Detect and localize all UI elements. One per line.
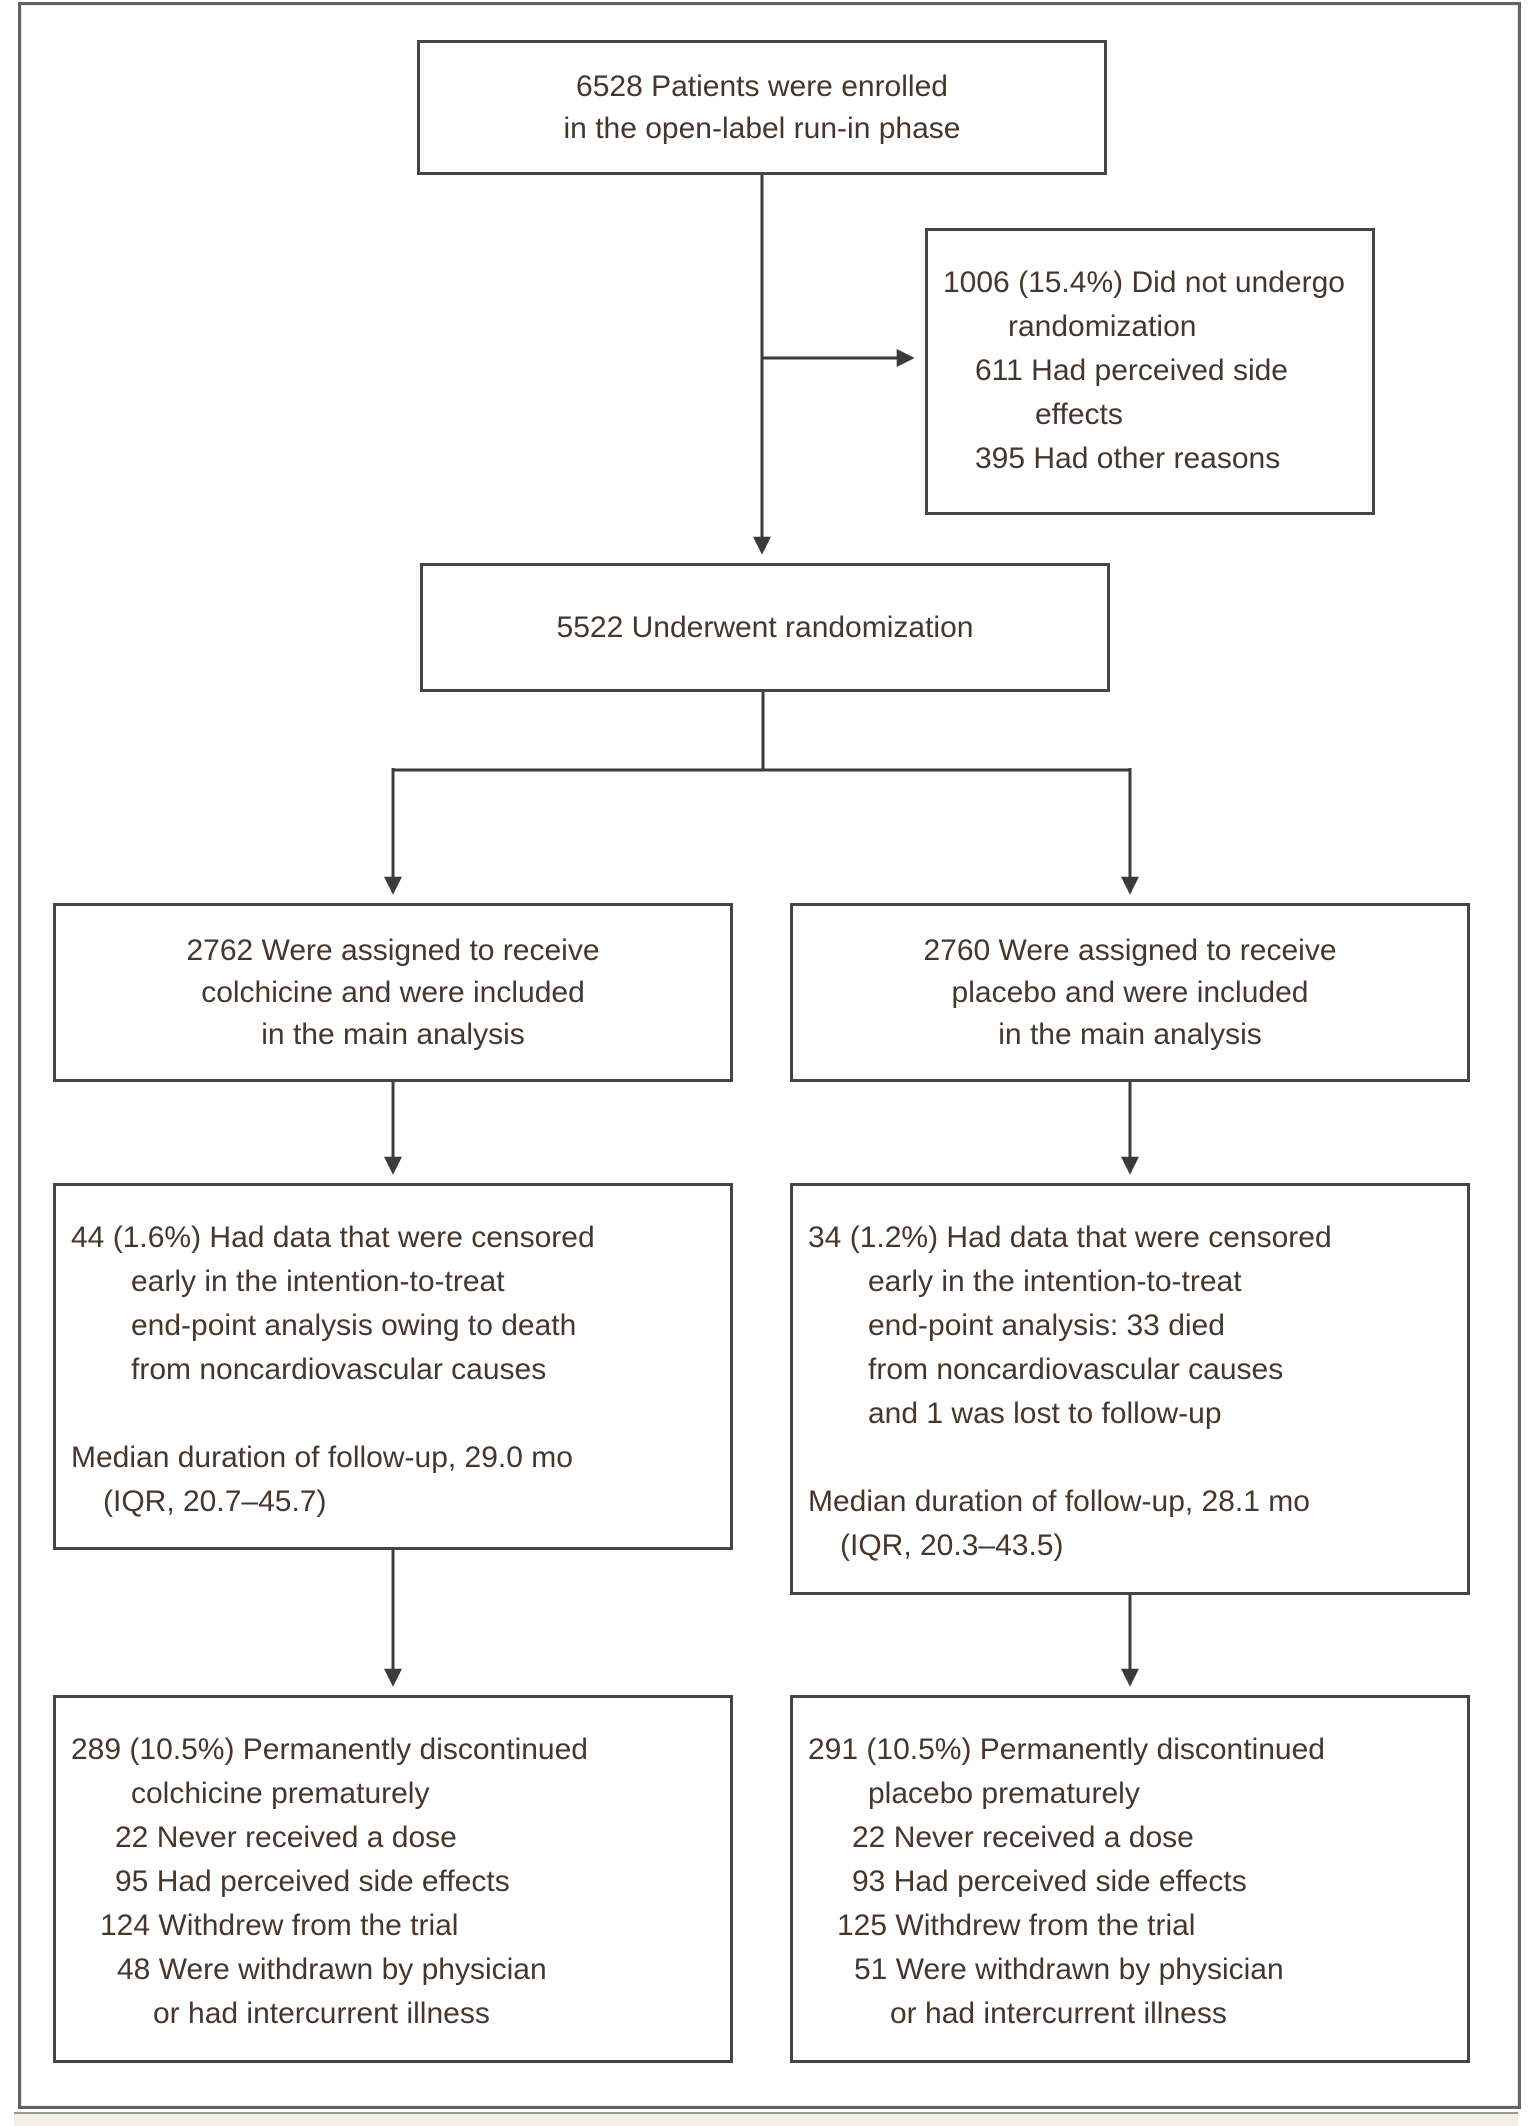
text-line: (IQR, 20.7–45.7) — [103, 1485, 327, 1518]
text-line: colchicine prematurely — [131, 1777, 430, 1810]
box-enrolled: 6528 Patients were enrolled in the open-l… — [417, 40, 1107, 175]
text-line: or had intercurrent illness — [890, 1997, 1227, 2030]
text-line: from noncardiovascular causes — [868, 1353, 1284, 1386]
text-line: or had intercurrent illness — [153, 1997, 490, 2030]
text-line: colchicine and were included — [201, 975, 585, 1009]
text-line: 6528 Patients were enrolled — [576, 69, 948, 103]
text-line: 22 Never received a dose — [115, 1821, 457, 1854]
box-placebo-censored: 34 (1.2%) Had data that were censored ear… — [790, 1183, 1470, 1595]
text-line: (IQR, 20.3–43.5) — [840, 1529, 1064, 1562]
text-line — [808, 1436, 1455, 1480]
text-line — [71, 1392, 718, 1436]
text-line: placebo and were included — [951, 975, 1309, 1009]
text-line: early in the intention-to-treat — [868, 1265, 1242, 1298]
text-line: 93 Had perceived side effects — [852, 1865, 1247, 1898]
text-line: 51 Were withdrawn by physician — [854, 1953, 1284, 1986]
text-line: effects — [1035, 398, 1123, 431]
text-line: Median duration of follow-up, 29.0 mo — [71, 1441, 573, 1474]
text-line: from noncardiovascular causes — [131, 1353, 547, 1386]
text-line: early in the intention-to-treat — [131, 1265, 505, 1298]
box-colchicine-censored: 44 (1.6%) Had data that were censored ear… — [53, 1183, 733, 1550]
box-colchicine-discontinued: 289 (10.5%) Permanently discontinued colc… — [53, 1695, 733, 2063]
text-line: 2762 Were assigned to receive — [186, 933, 600, 967]
text-line: 395 Had other reasons — [975, 442, 1281, 475]
text-line: in the main analysis — [261, 1017, 525, 1051]
caption-strip — [14, 2112, 1518, 2126]
text-line: end-point analysis owing to death — [131, 1309, 577, 1342]
box-not-randomized: 1006 (15.4%) Did not undergo randomizatio… — [925, 228, 1375, 515]
text-line: 95 Had perceived side effects — [115, 1865, 510, 1898]
box-randomized: 5522 Underwent randomization — [420, 563, 1110, 692]
text-line: in the open-label run-in phase — [563, 111, 961, 145]
text-line: 5522 Underwent randomization — [556, 610, 974, 644]
text-line: 611 Had perceived side — [975, 354, 1288, 387]
box-placebo-assigned: 2760 Were assigned to receive placebo and… — [790, 903, 1470, 1082]
text-line: and 1 was lost to follow-up — [868, 1397, 1222, 1430]
text-line: randomization — [1008, 310, 1197, 343]
text-line: 22 Never received a dose — [852, 1821, 1194, 1854]
text-line: 44 (1.6%) Had data that were censored — [71, 1221, 595, 1254]
box-placebo-discontinued: 291 (10.5%) Permanently discontinued plac… — [790, 1695, 1470, 2063]
text-line: 291 (10.5%) Permanently discontinued — [808, 1733, 1325, 1766]
text-line: 125 Withdrew from the trial — [837, 1909, 1196, 1942]
text-line: placebo prematurely — [868, 1777, 1140, 1810]
text-line: in the main analysis — [998, 1017, 1262, 1051]
text-line: 1006 (15.4%) Did not undergo — [943, 266, 1345, 299]
text-line: 2760 Were assigned to receive — [923, 933, 1337, 967]
text-line: end-point analysis: 33 died — [868, 1309, 1225, 1342]
box-colchicine-assigned: 2762 Were assigned to receive colchicine … — [53, 903, 733, 1082]
text-line: 124 Withdrew from the trial — [100, 1909, 459, 1942]
text-line: 48 Were withdrawn by physician — [117, 1953, 547, 1986]
text-line: Median duration of follow-up, 28.1 mo — [808, 1485, 1310, 1518]
text-line: 34 (1.2%) Had data that were censored — [808, 1221, 1332, 1254]
text-line: 289 (10.5%) Permanently discontinued — [71, 1733, 588, 1766]
